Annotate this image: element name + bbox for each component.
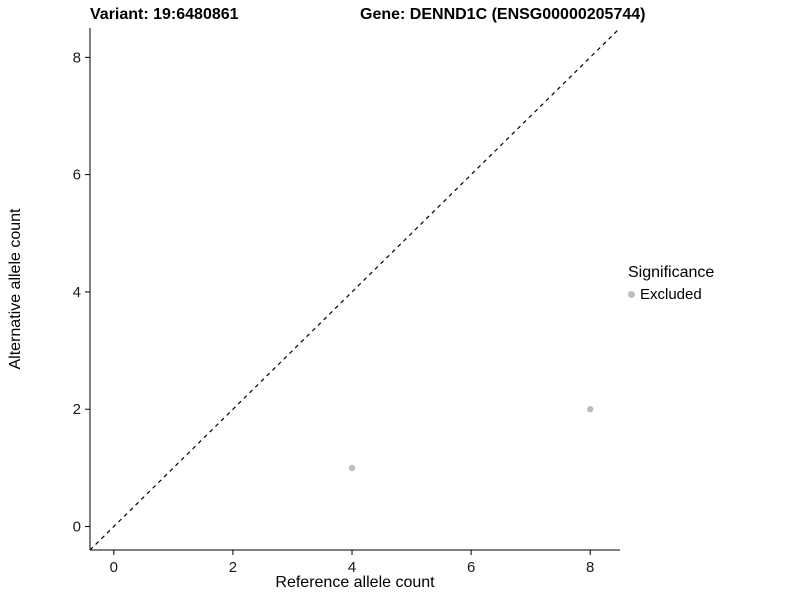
x-axis-label: Reference allele count (275, 574, 435, 591)
svg-text:8: 8 (73, 49, 81, 66)
svg-text:6: 6 (467, 559, 475, 576)
legend-entry-excluded: Excluded (628, 286, 714, 303)
svg-text:2: 2 (73, 401, 81, 418)
svg-text:0: 0 (73, 519, 81, 536)
svg-text:6: 6 (73, 167, 81, 184)
plot-title-gene: Gene: DENND1C (ENSG00000205744) (360, 6, 646, 23)
plot-title-variant: Variant: 19:6480861 (90, 6, 239, 23)
svg-text:4: 4 (348, 559, 356, 576)
svg-text:8: 8 (586, 559, 594, 576)
svg-text:4: 4 (73, 284, 81, 301)
excluded-point-icon (628, 291, 635, 298)
svg-text:2: 2 (229, 559, 237, 576)
legend: Significance Excluded (628, 264, 714, 303)
legend-title: Significance (628, 264, 715, 281)
svg-text:0: 0 (110, 559, 118, 576)
legend-entry-label: Excluded (640, 286, 702, 303)
